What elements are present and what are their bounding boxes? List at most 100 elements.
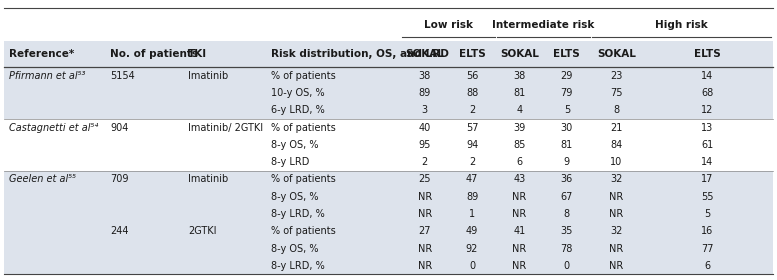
Text: 77: 77 (701, 244, 713, 253)
Text: 9: 9 (564, 157, 570, 167)
Text: 8: 8 (564, 209, 570, 219)
Text: 0: 0 (564, 261, 570, 271)
Text: 23: 23 (611, 71, 622, 81)
Text: 5: 5 (704, 209, 710, 219)
Text: 57: 57 (465, 123, 479, 133)
Text: NR: NR (417, 209, 432, 219)
Text: 94: 94 (466, 140, 478, 150)
Text: 47: 47 (466, 174, 478, 185)
Text: 13: 13 (701, 123, 713, 133)
Text: 709: 709 (110, 174, 129, 185)
Text: 25: 25 (418, 174, 431, 185)
Text: 8: 8 (614, 105, 619, 115)
Text: Low risk: Low risk (424, 20, 473, 29)
Text: 5154: 5154 (110, 71, 135, 81)
Text: SOKAL: SOKAL (597, 49, 636, 59)
Text: 29: 29 (561, 71, 573, 81)
Text: ELTS: ELTS (458, 49, 486, 59)
Text: 2GTKI: 2GTKI (188, 226, 217, 236)
Text: 81: 81 (561, 140, 573, 150)
Text: 8-y LRD: 8-y LRD (271, 157, 309, 167)
Text: 244: 244 (110, 226, 129, 236)
Text: 30: 30 (561, 123, 573, 133)
Text: NR: NR (512, 192, 527, 202)
Text: Imatinib: Imatinib (188, 71, 228, 81)
Text: 16: 16 (701, 226, 713, 236)
Text: 79: 79 (561, 88, 573, 98)
Text: ELTS: ELTS (553, 49, 580, 59)
Text: 6-y LRD, %: 6-y LRD, % (271, 105, 325, 115)
Text: 21: 21 (611, 123, 622, 133)
Text: 8-y OS, %: 8-y OS, % (271, 192, 319, 202)
Text: NR: NR (417, 244, 432, 253)
Text: 32: 32 (611, 226, 622, 236)
Text: 10-y OS, %: 10-y OS, % (271, 88, 325, 98)
Text: 85: 85 (514, 140, 525, 150)
Text: 8-y OS, %: 8-y OS, % (271, 244, 319, 253)
Text: NR: NR (512, 244, 527, 253)
Text: 41: 41 (514, 226, 525, 236)
Text: 95: 95 (419, 140, 430, 150)
Text: NR: NR (609, 261, 624, 271)
Text: NR: NR (609, 209, 624, 219)
Text: % of patients: % of patients (271, 123, 336, 133)
Text: 8-y OS, %: 8-y OS, % (271, 140, 319, 150)
Text: 39: 39 (514, 123, 525, 133)
Text: 14: 14 (701, 157, 713, 167)
Text: 67: 67 (561, 192, 573, 202)
Text: NR: NR (609, 192, 624, 202)
Text: 4: 4 (517, 105, 522, 115)
Text: % of patients: % of patients (271, 226, 336, 236)
Text: Risk distribution, OS, and LRD: Risk distribution, OS, and LRD (271, 49, 449, 59)
Text: 43: 43 (514, 174, 525, 185)
Text: Geelen et al⁵⁵: Geelen et al⁵⁵ (9, 174, 76, 185)
Text: 2: 2 (421, 157, 428, 167)
Text: Intermediate risk: Intermediate risk (493, 20, 594, 29)
Text: Pfirmann et al⁵³: Pfirmann et al⁵³ (9, 71, 85, 81)
Text: 8-y LRD, %: 8-y LRD, % (271, 261, 325, 271)
Text: % of patients: % of patients (271, 71, 336, 81)
Text: TKI: TKI (188, 49, 207, 59)
Text: 35: 35 (561, 226, 573, 236)
Bar (4, 41, 773, 67)
Text: SOKAL: SOKAL (405, 49, 444, 59)
Text: 1: 1 (469, 209, 475, 219)
Text: 38: 38 (419, 71, 430, 81)
Text: NR: NR (512, 261, 527, 271)
Text: 38: 38 (514, 71, 525, 81)
Text: 0: 0 (469, 261, 475, 271)
Text: 6: 6 (517, 157, 522, 167)
Text: 27: 27 (418, 226, 431, 236)
Text: 56: 56 (466, 71, 478, 81)
Text: 78: 78 (561, 244, 573, 253)
Text: 12: 12 (701, 105, 713, 115)
Text: 2: 2 (469, 157, 476, 167)
Text: SOKAL: SOKAL (500, 49, 539, 59)
Text: NR: NR (609, 244, 624, 253)
Text: 8-y LRD, %: 8-y LRD, % (271, 209, 325, 219)
Text: NR: NR (417, 261, 432, 271)
Text: 84: 84 (611, 140, 622, 150)
Text: 81: 81 (514, 88, 525, 98)
Text: 3: 3 (422, 105, 427, 115)
Text: Reference*: Reference* (9, 49, 75, 59)
Text: NR: NR (512, 209, 527, 219)
Bar (4, 171, 773, 274)
Text: 89: 89 (466, 192, 478, 202)
Text: Imatinib/ 2GTKI: Imatinib/ 2GTKI (188, 123, 263, 133)
Text: 75: 75 (610, 88, 623, 98)
Text: 14: 14 (701, 71, 713, 81)
Text: 904: 904 (110, 123, 129, 133)
Text: 88: 88 (466, 88, 478, 98)
Text: Imatinib: Imatinib (188, 174, 228, 185)
Text: % of patients: % of patients (271, 174, 336, 185)
Text: 55: 55 (701, 192, 713, 202)
Text: 68: 68 (701, 88, 713, 98)
Text: 49: 49 (466, 226, 478, 236)
Text: 89: 89 (419, 88, 430, 98)
Text: 92: 92 (466, 244, 478, 253)
Text: NR: NR (417, 192, 432, 202)
Text: 32: 32 (611, 174, 622, 185)
Text: 36: 36 (561, 174, 573, 185)
Text: 17: 17 (701, 174, 713, 185)
